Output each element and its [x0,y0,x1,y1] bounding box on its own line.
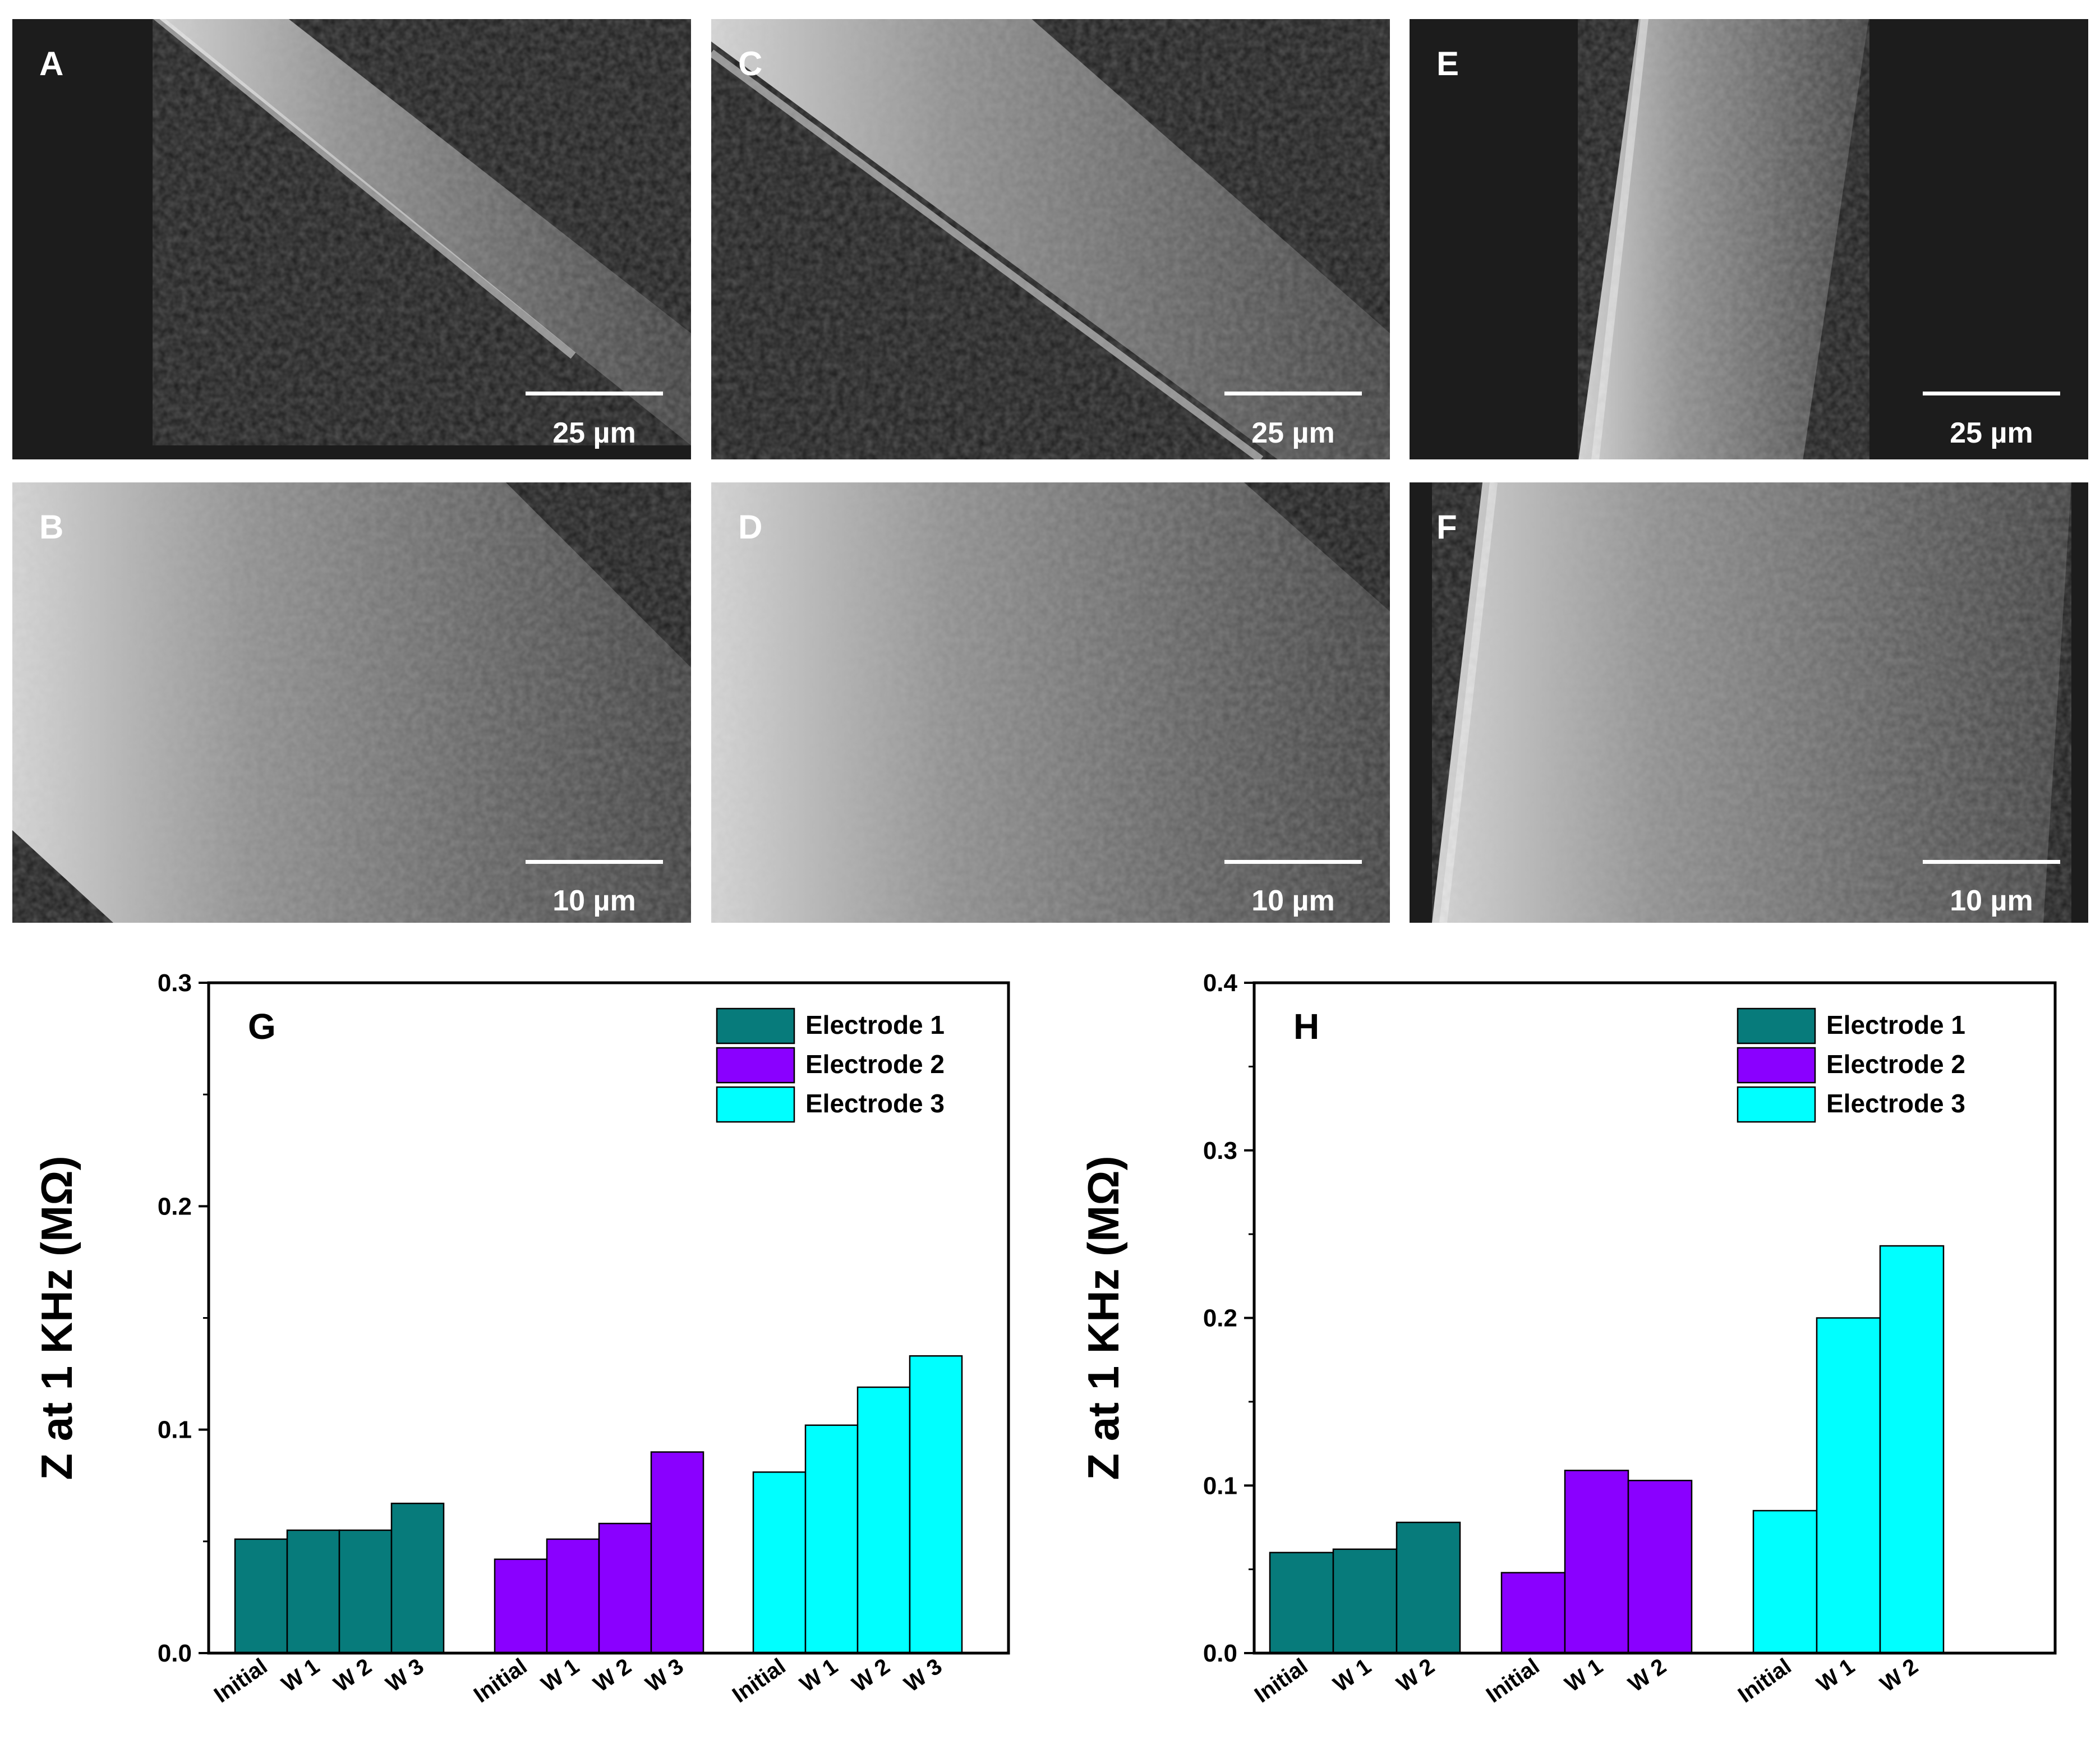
bar-electrode-1-w3 [390,1502,445,1654]
sem-image [1410,19,2088,459]
panel-label: C [738,45,763,82]
x-tick-label: Initial [469,1654,532,1708]
bar-electrode-2-initial [494,1558,548,1654]
bar-electrode-1-initial [234,1538,288,1654]
bar-electrode-3-w3 [909,1355,963,1654]
x-tick-label: W 3 [900,1654,946,1697]
sem-panel-c: C 25 µm [711,19,1390,459]
x-tick-label: Initial [210,1654,272,1708]
panel-label: A [39,45,64,82]
legend-swatch [1737,1007,1816,1044]
scale-bar-label: 25 µm [1251,417,1335,449]
bar-electrode-2-initial [1500,1572,1566,1654]
bar-electrode-3-w1 [1816,1317,1881,1654]
scale-bar-label: 25 µm [1950,417,2033,449]
scale-bar [1224,392,1362,395]
legend-swatch [716,1086,795,1123]
panel-label: F [1436,508,1457,546]
bar-electrode-2-w2 [598,1522,652,1654]
chart-h: Z at 1 KHz (MΩ) Initial W 1 W 2 Initial W 1 W … [1079,969,2057,1708]
sem-panel-d: D 10 µm [711,482,1390,923]
y-tick-label: 0.0 [1203,1640,1237,1667]
x-tick-label: Initial [1482,1654,1544,1708]
bar-electrode-2-w1 [1564,1470,1629,1654]
y-tick-label: 0.0 [158,1640,192,1667]
panel-label: B [39,508,64,546]
bar-electrode-3-initial [752,1471,807,1654]
legend-swatch [716,1047,795,1084]
sem-image [1410,482,2088,923]
y-axis-label: Z at 1 KHz (MΩ) [1079,1156,1128,1480]
x-tick-label: W 2 [1876,1654,1922,1697]
x-tick-label: W 2 [1392,1654,1439,1697]
y-tick-label: 0.1 [158,1416,192,1444]
legend-swatch [716,1007,795,1044]
bar-electrode-3-w2 [1879,1245,1945,1654]
legend-swatch [1737,1086,1816,1123]
x-tick-label: W 2 [848,1654,894,1697]
legend-label: Electrode 1 [805,1010,945,1039]
panel-label: D [738,508,763,546]
x-tick-label: W 2 [329,1654,376,1697]
legend-label: Electrode 2 [805,1050,945,1079]
bar-electrode-2-w2 [1627,1480,1693,1654]
bar-electrode-3-initial [1752,1510,1818,1654]
sem-panel-e: E 25 µm [1410,19,2088,459]
x-tick-label: W 1 [1329,1654,1375,1697]
bar-electrode-1-w1 [286,1529,340,1654]
x-tick-label: W 1 [795,1654,842,1697]
x-tick-label: W 1 [1560,1654,1607,1697]
x-tick-label: W 1 [277,1654,324,1697]
legend-label: Electrode 1 [1826,1010,1965,1039]
legend-label: Electrode 2 [1826,1050,1965,1079]
y-tick-label: 0.3 [158,969,192,997]
y-tick-label: 0.1 [1203,1472,1237,1499]
y-tick-label: 0.3 [1203,1137,1237,1165]
y-tick-label: 0.2 [158,1193,192,1220]
panel-label: E [1436,45,1459,82]
scale-bar [1224,860,1362,864]
scale-bar [526,860,663,864]
bar-electrode-1-w1 [1332,1548,1398,1654]
scale-bar-label: 25 µm [552,417,636,449]
scale-bar [1923,860,2060,864]
scale-bar [526,392,663,395]
y-tick-label: 0.4 [1203,969,1238,997]
bar-electrode-2-w3 [650,1451,704,1654]
x-tick-label: W 2 [1624,1654,1670,1697]
x-tick-label: Initial [728,1654,790,1708]
legend-label: Electrode 3 [1826,1089,1965,1118]
sem-panel-b: B 10 µm [12,482,691,923]
sem-image [711,19,1390,459]
scale-bar-label: 10 µm [1251,885,1335,917]
bar-electrode-3-w2 [856,1386,911,1654]
panel-label: G [248,1006,276,1047]
legend-swatch [1737,1047,1816,1084]
bar-electrode-1-initial [1269,1552,1334,1654]
sem-panel-f: F 10 µm [1410,482,2088,923]
x-tick-label: W 3 [381,1654,428,1697]
bar-electrode-3-w1 [804,1424,859,1654]
scale-bar [1923,392,2060,395]
x-tick-label: Initial [1734,1654,1796,1708]
x-tick-label: W 3 [641,1654,688,1697]
scale-bar-label: 10 µm [552,885,636,917]
x-tick-label: Initial [1250,1654,1312,1708]
y-tick-label: 0.2 [1203,1305,1237,1332]
x-tick-label: W 1 [1812,1654,1859,1697]
scale-bar-label: 10 µm [1950,885,2033,917]
x-tick-label: W 2 [589,1654,635,1697]
sem-image [12,19,691,459]
sem-panel-a: A 25 µm [12,19,691,459]
bar-electrode-1-w2 [338,1529,393,1654]
bar-electrode-1-w2 [1396,1521,1461,1654]
panel-label: H [1293,1006,1319,1047]
sem-image [12,482,691,923]
x-tick-label: W 1 [537,1654,583,1697]
legend-label: Electrode 3 [805,1089,945,1118]
sem-image [711,482,1390,923]
y-axis-label: Z at 1 KHz (MΩ) [32,1156,81,1480]
bar-electrode-2-w1 [546,1538,600,1654]
